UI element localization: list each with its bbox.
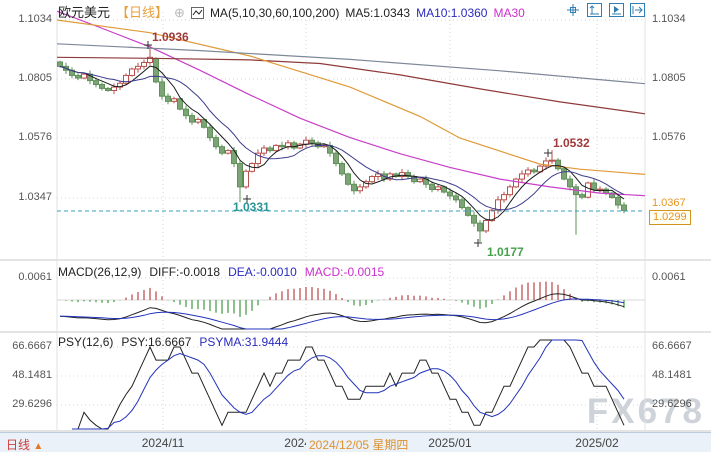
- axis-tick-label: 0.0061: [652, 271, 686, 283]
- axis-tick-label: 29.6296: [12, 398, 52, 410]
- dea-value-label: DEA:-0.0010: [228, 265, 297, 279]
- swing-label: 1.0532: [553, 136, 590, 150]
- axis-tick-label: 66.6667: [652, 340, 692, 352]
- date-label: 2025/02: [575, 436, 619, 450]
- ma30-value-label: MA30: [493, 6, 525, 20]
- period-dropdown-arrow-icon: ▲: [33, 441, 44, 452]
- psy-header: PSY(12,6) PSY:16.6667 PSYMA:31.9444: [58, 335, 296, 349]
- axis-tick-label: 48.1481: [652, 369, 692, 381]
- ma-params-label: MA(5,10,30,60,100,200): [209, 6, 340, 20]
- axis-tick-label: 1.1034: [652, 13, 686, 25]
- candle-chart-icon[interactable]: [190, 7, 204, 22]
- watermark: FX678: [586, 392, 705, 431]
- crosshair-icon[interactable]: [566, 3, 581, 17]
- axis-tick-label: 1.0347: [18, 191, 52, 203]
- period-label[interactable]: 【日线】: [116, 5, 169, 20]
- jump-latest-icon[interactable]: [630, 3, 645, 17]
- swing-label: 1.0177: [487, 245, 524, 259]
- ma5-value-label: MA5:1.0343: [345, 6, 411, 20]
- axis-tick-label: 29.6296: [652, 398, 692, 410]
- psyma-value-label: PSYMA:31.9444: [199, 335, 289, 349]
- period-selector-button[interactable]: 日线 ▲: [6, 436, 43, 452]
- axis-tick-label: 66.6667: [12, 340, 52, 352]
- chart-toolbar: [563, 3, 645, 20]
- diff-value-label: DIFF:-0.0018: [149, 265, 221, 279]
- psy-name-label: PSY(12,6): [58, 335, 114, 349]
- date-label: 2025/01: [428, 436, 472, 450]
- macd-header: MACD(26,12,9) DIFF:-0.0018 DEA:-0.0010 MACD…: [58, 265, 392, 279]
- current-price-tag: 1.0299: [649, 210, 691, 225]
- axis-tick-label: 48.1481: [12, 369, 52, 381]
- psy-value-label: PSY:16.6667: [121, 335, 192, 349]
- axis-tick-label: 1.0576: [18, 131, 52, 143]
- axis-tick-label: 0.0061: [18, 271, 52, 283]
- crosshair-date-label: 2024/12/05 星期四: [306, 436, 412, 452]
- axis-tick-label: 1.1034: [18, 13, 52, 25]
- axis-tick-label: 1.0805: [18, 72, 52, 84]
- symbol-name: 欧元美元: [58, 5, 111, 20]
- period-selector-label: 日线: [6, 438, 31, 452]
- axis-tick-label: 1.0805: [652, 72, 686, 84]
- swing-label: 1.0331: [233, 200, 270, 214]
- axis-tick-label: 1.0576: [652, 131, 686, 143]
- ma10-value-label: MA10:1.0360: [416, 6, 488, 20]
- main-chart-header: 欧元美元 【日线】 ⊕ MA(5,10,30,60,100,200) MA5:1.034…: [58, 2, 531, 22]
- time-axis-bar: 日线 ▲ 2024/112024/122025/012025/022024/12…: [0, 432, 711, 452]
- macd-name-label: MACD(26,12,9): [58, 265, 142, 279]
- add-overlay-icon[interactable]: ⊕: [174, 5, 185, 20]
- swing-label: 1.0936: [152, 30, 189, 44]
- date-label: 2024/11: [141, 436, 185, 450]
- upper-price-tag: 1.0367: [652, 197, 686, 209]
- scale-panel-icon[interactable]: [587, 3, 603, 17]
- scroll-right-icon[interactable]: [608, 3, 624, 17]
- macd-value-label: MACD:-0.0015: [304, 265, 385, 279]
